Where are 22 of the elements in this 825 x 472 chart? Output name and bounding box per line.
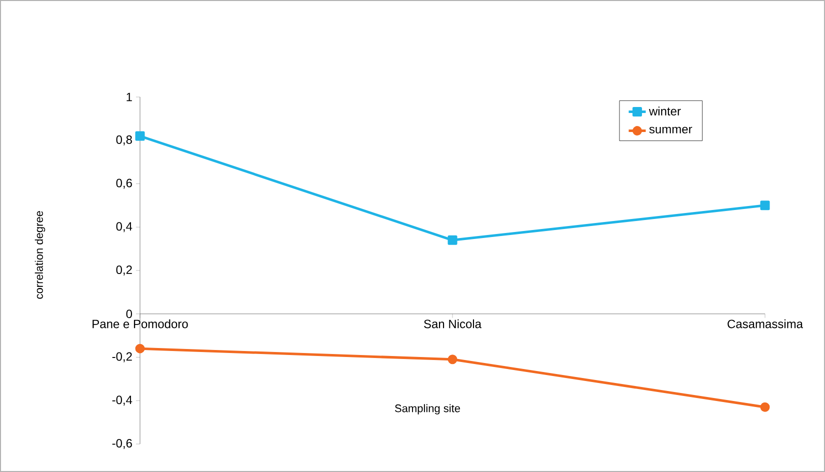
x-tick-label: San Nicola [424, 319, 482, 328]
y-axis-title: correlation degree [34, 211, 46, 299]
point [760, 402, 770, 412]
y-tick-label: 0,6 [116, 178, 132, 189]
y-tick-label: -0,6 [112, 439, 132, 449]
x-axis-title: Sampling site [394, 404, 460, 414]
point [135, 344, 145, 354]
legend-label: summer [649, 126, 692, 134]
y-tick-label: 0,8 [116, 135, 132, 146]
point [448, 235, 458, 245]
y-tick-label: 1 [126, 92, 132, 102]
y-tick-label: 0 [126, 310, 132, 318]
y-tick-label: 0,2 [116, 266, 132, 276]
point [760, 200, 770, 210]
point [135, 131, 145, 141]
x-tick-label: Pane e Pomodoro [92, 319, 188, 328]
legend-label: winter [648, 106, 681, 116]
y-tick-label: -0,2 [112, 352, 132, 362]
point [448, 354, 458, 364]
x-tick-label: Casamassima [728, 319, 804, 328]
y-tick-label: 0,4 [116, 222, 132, 232]
y-tick-label: -0,4 [112, 396, 132, 406]
